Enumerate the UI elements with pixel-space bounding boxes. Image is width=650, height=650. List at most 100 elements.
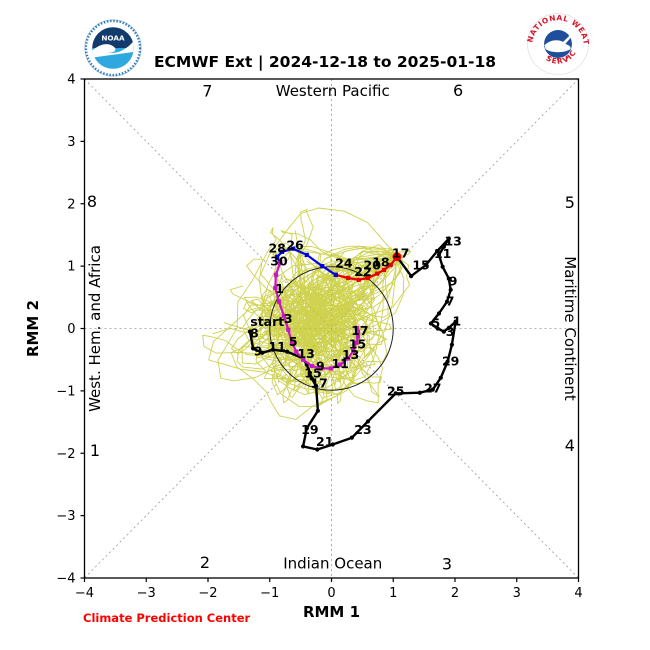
forecast-days-18-24-marker: [381, 267, 387, 272]
observed-day-label: 3: [446, 324, 455, 339]
observed-day-label: 15: [304, 365, 321, 380]
observed-day-label: 5: [432, 315, 441, 330]
x-tick-label: −1: [260, 586, 279, 601]
observed-day-label: 11: [268, 339, 285, 354]
forecast-days-1-17-marker: [300, 357, 306, 362]
forecast-days-1-17-day-label: 1: [275, 281, 284, 296]
nws-bird-icon: [544, 33, 573, 53]
x-tick-label: −3: [137, 586, 156, 601]
start-label: start: [250, 314, 284, 329]
observed-day-label: 9: [449, 274, 458, 289]
forecast-days-18-24-marker: [356, 277, 361, 282]
forecast-days-1-17-marker: [276, 299, 282, 304]
y-tick-label: 4: [67, 73, 75, 88]
forecast-days-1-17-marker: [355, 334, 361, 339]
observed-marker: [247, 329, 253, 334]
x-tick-label: 3: [513, 586, 521, 601]
observed-day-label: 21: [316, 434, 333, 449]
observed-marker: [304, 426, 309, 431]
forecast-days-18-24-marker: [346, 275, 351, 281]
observed-marker: [453, 319, 458, 324]
observed-day-label: 13: [297, 346, 314, 361]
observed-marker: [446, 276, 451, 281]
y-tick-label: 0: [67, 322, 75, 337]
y-tick-label: 1: [67, 260, 75, 275]
forecast-days-24-30-day-label: 28: [268, 241, 285, 256]
forecast-days-1-17-day-label: 17: [351, 323, 368, 338]
phase-label-5: 5: [565, 193, 575, 212]
observed-marker: [349, 435, 354, 440]
forecast-days-1-17-marker: [318, 366, 324, 371]
observed-marker: [446, 325, 451, 330]
y-tick-label: 2: [67, 197, 75, 212]
observed-day-label: 9: [254, 343, 263, 358]
forecast-days-24-30-marker: [304, 252, 309, 257]
region-label: Indian Ocean: [283, 555, 382, 573]
observed-marker: [423, 262, 429, 267]
observed-marker: [313, 383, 319, 388]
ensemble-member-path: [280, 245, 398, 352]
observed-marker: [434, 249, 440, 254]
forecast-days-1-17-marker: [286, 327, 291, 332]
forecast-days-18-24-day-label: 22: [354, 264, 371, 279]
forecast-days-18-24-marker: [365, 275, 371, 281]
nws-dot: [566, 56, 569, 59]
ensemble-members: [202, 207, 412, 420]
forecast-days-24-30-marker: [280, 249, 285, 254]
observed-marker: [250, 346, 256, 351]
noaa-ring-text-abstract: [84, 19, 142, 77]
observed-marker: [438, 375, 443, 380]
phase-label-6: 6: [453, 81, 463, 100]
observed-marker: [417, 390, 422, 395]
observed-day-label: 11: [434, 246, 451, 261]
x-tick-label: 4: [574, 586, 582, 601]
forecast-days-24-30-marker: [333, 272, 338, 277]
observed-day-label: 17: [310, 375, 327, 390]
unit-circle: [269, 266, 394, 391]
phase-label-2: 2: [200, 553, 210, 572]
phase-label-7: 7: [202, 81, 212, 100]
observed-marker: [435, 326, 440, 331]
forecast-days-24-30-day-label: 30: [270, 254, 288, 269]
forecast-days-1-17-day-label: 5: [289, 334, 298, 349]
ensemble-member-path: [267, 247, 398, 394]
forecast-days-1-17-day-label: 15: [349, 337, 366, 352]
forecast-days-1-17-marker: [278, 260, 283, 266]
forecast-days-1-17-marker: [346, 356, 351, 361]
observed-day-label: 25: [387, 383, 404, 398]
observed-day-label: 13: [444, 234, 461, 249]
observed-marker: [430, 387, 435, 392]
noaa-emblem: [92, 27, 134, 69]
forecast-days-18-24-day-label: 18: [372, 254, 389, 269]
chart-title: ECMWF Ext | 2024-12-18 to 2025-01-18: [153, 53, 497, 71]
observed-day-label: 7: [446, 294, 455, 309]
noaa-logo-text: NOAA: [101, 33, 125, 42]
observed-marker: [436, 252, 442, 257]
observed-marker: [309, 376, 314, 381]
observed-marker: [393, 391, 398, 396]
observed-day-label: 1: [453, 314, 462, 329]
observed-marker: [428, 321, 434, 326]
forecast-days-1-17-marker: [354, 340, 359, 345]
forecast-days-18-24-day-label: 24: [335, 256, 353, 271]
credit-text: Climate Prediction Center: [83, 611, 251, 625]
observed-marker: [260, 350, 265, 355]
forecast-days-18-24-marker: [375, 271, 380, 276]
observed-marker: [445, 359, 450, 364]
observed-marker: [300, 444, 306, 449]
forecast-days-1-17-marker: [355, 329, 361, 334]
forecast-days-1-17-marker: [273, 272, 279, 277]
observed-marker: [365, 419, 371, 424]
phase-label-8: 8: [87, 192, 97, 211]
forecast-days-1-17-marker: [328, 366, 333, 371]
forecast-days-1-17-day-label: 13: [342, 347, 359, 362]
observed-marker: [449, 342, 455, 347]
observed-marker: [448, 287, 453, 292]
phase-label-1: 1: [90, 441, 100, 460]
region-label: Maritime Continent: [561, 256, 579, 401]
observed-marker: [330, 442, 335, 447]
forecast-days-1-17-marker: [289, 340, 295, 345]
observed-line: [248, 237, 457, 451]
forecast-days-24-30-marker: [275, 254, 280, 259]
